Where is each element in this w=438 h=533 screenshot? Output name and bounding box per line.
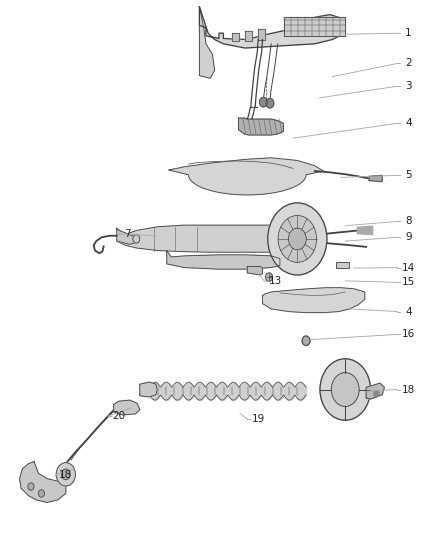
Text: 7: 7 <box>124 229 131 239</box>
Text: 4: 4 <box>405 118 412 128</box>
Polygon shape <box>247 266 262 275</box>
Circle shape <box>28 483 34 490</box>
Polygon shape <box>140 382 157 397</box>
Circle shape <box>39 490 45 497</box>
Polygon shape <box>20 462 66 503</box>
Polygon shape <box>117 228 136 244</box>
Polygon shape <box>262 288 365 313</box>
Text: 20: 20 <box>112 411 125 421</box>
Text: 13: 13 <box>269 276 282 286</box>
Text: 14: 14 <box>402 263 415 272</box>
Polygon shape <box>245 30 252 41</box>
Circle shape <box>374 391 379 397</box>
Polygon shape <box>199 7 345 48</box>
Text: 5: 5 <box>405 171 412 180</box>
Polygon shape <box>366 383 385 399</box>
Polygon shape <box>369 175 382 182</box>
Polygon shape <box>167 251 280 269</box>
Text: 2: 2 <box>405 59 412 68</box>
Polygon shape <box>232 33 239 41</box>
Circle shape <box>320 359 371 420</box>
Circle shape <box>266 99 274 108</box>
Circle shape <box>265 273 272 281</box>
Polygon shape <box>239 118 283 135</box>
Circle shape <box>278 215 317 262</box>
Circle shape <box>133 235 140 243</box>
Polygon shape <box>199 7 215 78</box>
Text: 3: 3 <box>405 81 412 91</box>
Circle shape <box>289 228 306 250</box>
Text: 8: 8 <box>405 216 412 227</box>
Text: 4: 4 <box>405 306 412 317</box>
Circle shape <box>268 203 327 275</box>
Text: 18: 18 <box>59 470 72 480</box>
Circle shape <box>259 98 267 107</box>
Circle shape <box>56 463 75 486</box>
Polygon shape <box>258 29 265 39</box>
Circle shape <box>61 469 70 480</box>
Polygon shape <box>114 400 140 415</box>
Text: 1: 1 <box>405 28 412 38</box>
Text: 18: 18 <box>402 384 415 394</box>
Circle shape <box>331 373 359 407</box>
Text: 19: 19 <box>251 414 265 424</box>
Polygon shape <box>284 17 345 36</box>
Polygon shape <box>357 226 373 235</box>
Polygon shape <box>117 225 325 252</box>
Text: 15: 15 <box>402 277 415 287</box>
Polygon shape <box>169 158 323 195</box>
Circle shape <box>302 336 310 345</box>
Text: 16: 16 <box>402 329 415 340</box>
Bar <box>336 262 349 268</box>
Text: 9: 9 <box>405 232 412 243</box>
